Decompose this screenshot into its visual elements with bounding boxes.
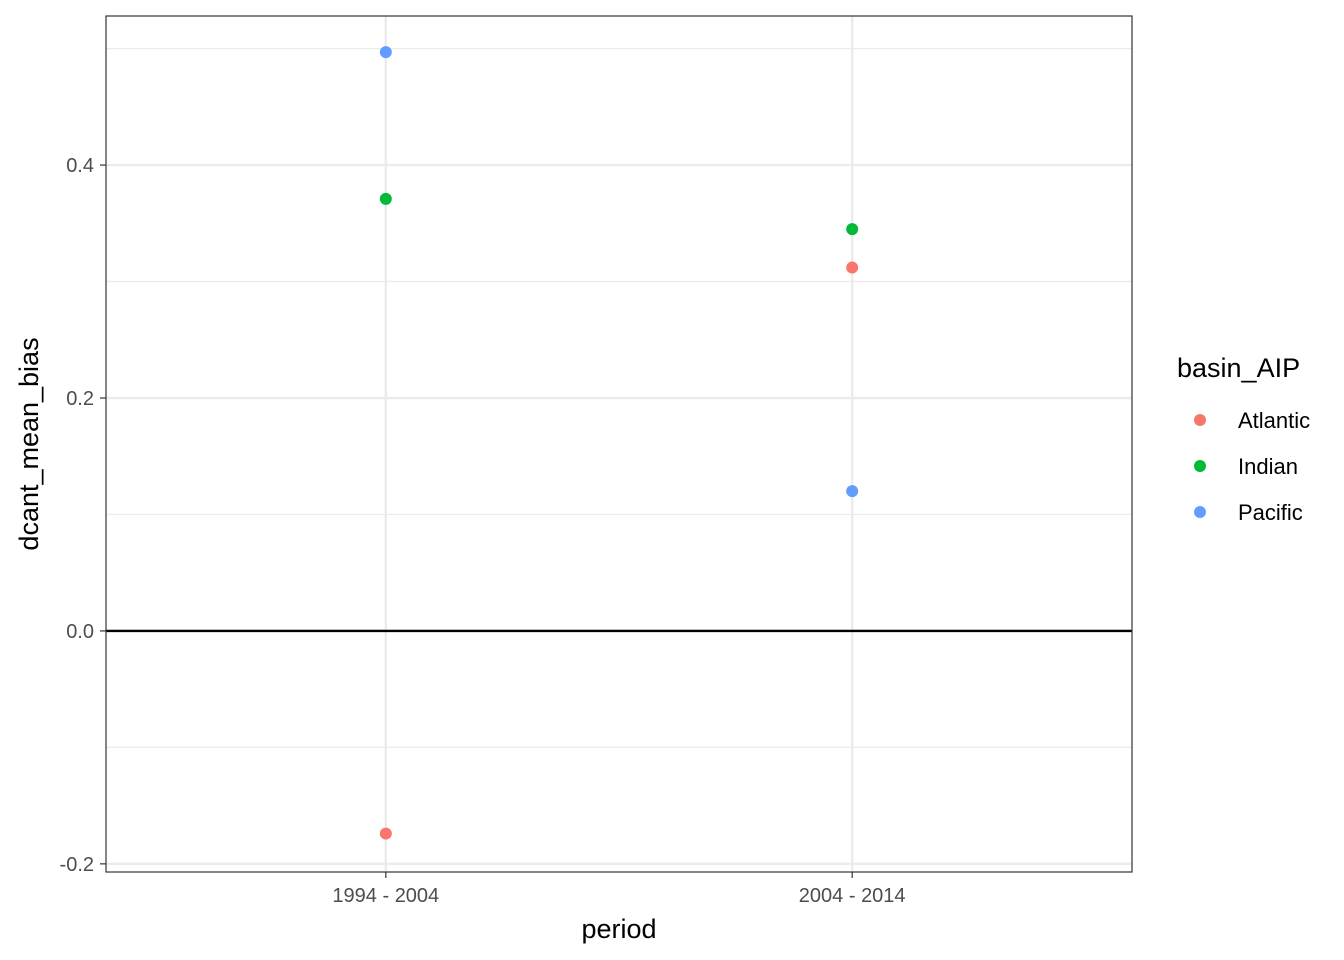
data-point-pacific xyxy=(846,485,859,498)
data-point-indian xyxy=(846,223,859,236)
y-tick-label: 0.2 xyxy=(66,388,94,410)
legend-key-pacific xyxy=(1194,506,1206,518)
legend-label: Atlantic xyxy=(1238,408,1310,433)
legend-key-atlantic xyxy=(1194,414,1206,426)
y-tick-label: 0.0 xyxy=(66,621,94,643)
y-axis: -0.2 0.0 0.2 0.4 xyxy=(60,155,106,876)
data-point-pacific xyxy=(379,46,392,59)
y-tick-label: -0.2 xyxy=(60,854,94,876)
x-tick-label: 1994 - 2004 xyxy=(332,885,439,907)
legend-label: Indian xyxy=(1238,454,1298,479)
y-axis-title: dcant_mean_bias xyxy=(14,337,44,550)
data-point-atlantic xyxy=(379,827,392,840)
x-axis-title: period xyxy=(581,914,656,944)
minor-gridlines xyxy=(106,48,1132,748)
legend-label: Pacific xyxy=(1238,500,1303,525)
y-tick-label: 0.4 xyxy=(66,155,94,177)
data-point-atlantic xyxy=(846,261,859,274)
x-tick-label: 2004 - 2014 xyxy=(799,885,906,907)
legend: basin_AIP Atlantic Indian Pacific xyxy=(1177,353,1310,525)
plot-border xyxy=(105,15,1133,873)
data-point-indian xyxy=(379,192,392,205)
data-points xyxy=(379,46,859,840)
legend-key-indian xyxy=(1194,460,1206,472)
x-axis: 1994 - 2004 2004 - 2014 xyxy=(332,872,906,907)
legend-title: basin_AIP xyxy=(1177,353,1300,383)
plot-panel xyxy=(106,16,1132,872)
